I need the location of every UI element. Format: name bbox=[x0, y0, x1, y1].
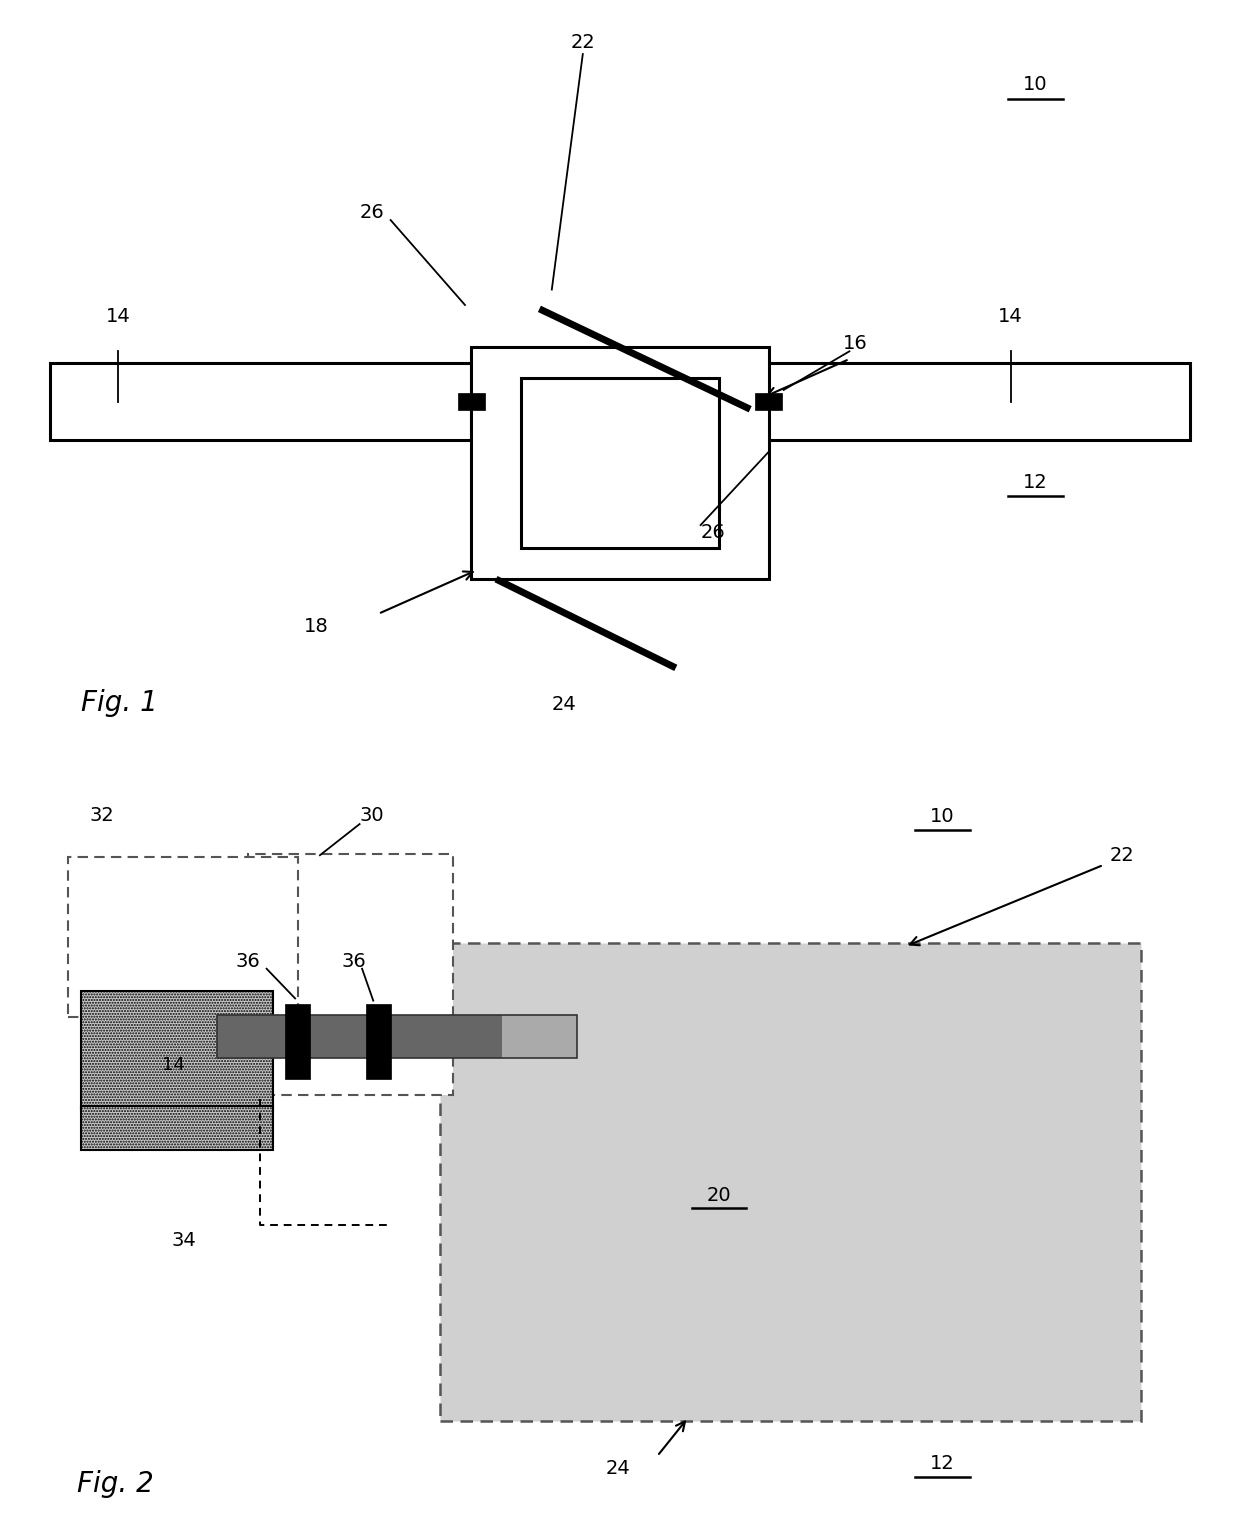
Text: 14: 14 bbox=[998, 307, 1023, 326]
Text: 32: 32 bbox=[89, 805, 114, 825]
Text: 30: 30 bbox=[360, 805, 384, 825]
Text: 26: 26 bbox=[360, 203, 384, 223]
Text: 24: 24 bbox=[552, 695, 577, 713]
Bar bbox=[81, 992, 273, 1110]
Text: 14: 14 bbox=[105, 307, 130, 326]
Text: Fig. 2: Fig. 2 bbox=[77, 1470, 154, 1499]
Text: 34: 34 bbox=[171, 1231, 196, 1251]
Text: 36: 36 bbox=[341, 952, 366, 970]
Bar bbox=[248, 854, 453, 1095]
Bar bbox=[755, 394, 782, 410]
Bar bbox=[68, 857, 298, 1017]
Bar bbox=[471, 347, 769, 580]
Bar bbox=[521, 378, 719, 548]
Text: 22: 22 bbox=[1110, 846, 1135, 866]
Text: 10: 10 bbox=[930, 807, 955, 827]
Text: 12: 12 bbox=[930, 1453, 955, 1473]
Bar bbox=[217, 1014, 502, 1058]
Bar bbox=[440, 943, 1141, 1422]
Text: 20: 20 bbox=[707, 1185, 732, 1205]
Bar bbox=[744, 363, 1190, 441]
Text: 12: 12 bbox=[1023, 472, 1048, 492]
Text: 36: 36 bbox=[236, 952, 260, 970]
Bar bbox=[81, 1105, 273, 1151]
Text: 22: 22 bbox=[570, 33, 595, 51]
Text: Fig. 1: Fig. 1 bbox=[81, 689, 157, 716]
Bar bbox=[502, 1014, 577, 1058]
Text: 18: 18 bbox=[304, 618, 329, 636]
Bar bbox=[217, 1014, 577, 1058]
Bar bbox=[458, 394, 485, 410]
Text: 16: 16 bbox=[843, 335, 868, 353]
Bar bbox=[366, 1004, 391, 1078]
Text: 24: 24 bbox=[605, 1458, 630, 1478]
Bar bbox=[285, 1004, 310, 1078]
Bar bbox=[50, 363, 471, 441]
Text: 26: 26 bbox=[701, 524, 725, 542]
Text: 10: 10 bbox=[1023, 76, 1048, 94]
Text: 14: 14 bbox=[162, 1057, 185, 1073]
